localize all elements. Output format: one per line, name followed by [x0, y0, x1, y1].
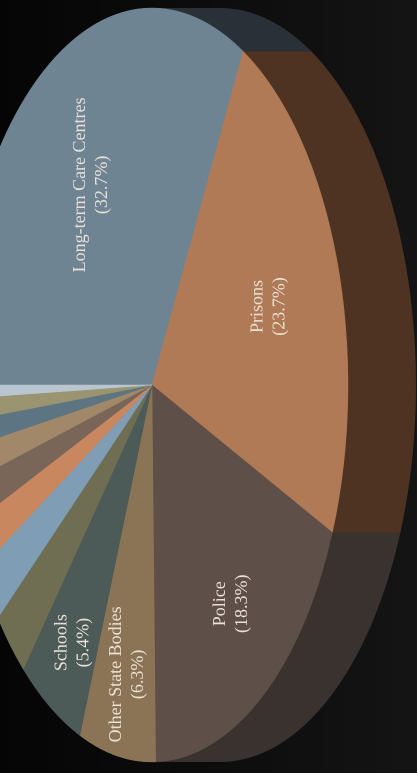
pie-labels: Long-term Care Centres (32.7%) Prisons (23.… — [50, 97, 289, 742]
pie-depth — [152, 8, 416, 762]
slice-label-pct-4: (5.4%) — [72, 618, 93, 667]
slice-label-pct-1: (23.7%) — [268, 277, 289, 335]
slice-label-name-1: Prisons — [246, 280, 266, 333]
slice-label-name-2: Police — [209, 581, 229, 626]
slice-label-2: Police (18.3%) — [209, 574, 252, 632]
pie-slice-5 — [0, 384, 153, 670]
pie-side-0 — [152, 8, 312, 52]
pie-slice-1 — [151, 50, 349, 534]
slice-label-name-3: Other State Bodies — [105, 606, 125, 742]
slice-label-pct-3: (6.3%) — [127, 650, 148, 699]
pie-slice-12 — [0, 384, 153, 397]
slice-label-name-0: Long-term Care Centres — [69, 97, 89, 272]
pie-slice-11 — [0, 384, 153, 415]
pie-top — [0, 7, 349, 763]
pie-slice-7 — [0, 384, 153, 549]
slice-label-4: Schools (5.4%) — [50, 614, 93, 671]
slice-label-0: Long-term Care Centres (32.7%) — [69, 97, 112, 272]
pie-side-1 — [243, 51, 416, 533]
slice-label-name-4: Schools — [50, 614, 70, 671]
pie-slice-8 — [0, 384, 153, 504]
slice-label-1: Prisons (23.7%) — [246, 277, 289, 335]
pie-slice-2 — [151, 384, 333, 763]
slice-label-pct-0: (32.7%) — [91, 156, 112, 214]
pie-slice-6 — [0, 384, 153, 616]
pie-slice-10 — [0, 384, 153, 438]
pie-side-2 — [155, 532, 401, 762]
slice-label-pct-2: (18.3%) — [231, 574, 252, 632]
pie-slice-3 — [79, 384, 156, 763]
pie-slice-0 — [0, 7, 244, 386]
slice-label-3: Other State Bodies (6.3%) — [105, 606, 148, 742]
pie-slice-9 — [0, 384, 153, 467]
